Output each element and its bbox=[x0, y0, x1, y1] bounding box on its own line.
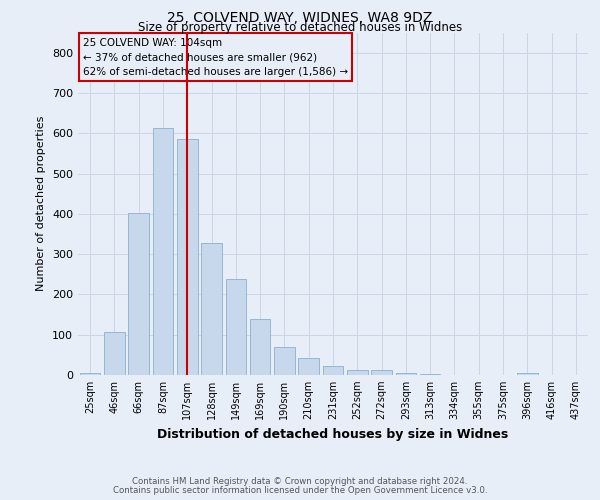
Bar bbox=[420, 374, 440, 375]
Bar bbox=[201, 243, 222, 375]
Bar bbox=[371, 370, 392, 375]
Bar bbox=[177, 140, 197, 375]
Bar bbox=[104, 332, 125, 375]
Text: 25, COLVEND WAY, WIDNES, WA8 9DZ: 25, COLVEND WAY, WIDNES, WA8 9DZ bbox=[167, 11, 433, 25]
Bar bbox=[274, 347, 295, 375]
Bar bbox=[298, 358, 319, 375]
X-axis label: Distribution of detached houses by size in Widnes: Distribution of detached houses by size … bbox=[157, 428, 509, 440]
Bar bbox=[152, 128, 173, 375]
Text: 25 COLVEND WAY: 104sqm
← 37% of detached houses are smaller (962)
62% of semi-de: 25 COLVEND WAY: 104sqm ← 37% of detached… bbox=[83, 38, 348, 77]
Y-axis label: Number of detached properties: Number of detached properties bbox=[37, 116, 46, 292]
Text: Contains HM Land Registry data © Crown copyright and database right 2024.: Contains HM Land Registry data © Crown c… bbox=[132, 477, 468, 486]
Bar bbox=[323, 366, 343, 375]
Bar bbox=[347, 370, 368, 375]
Bar bbox=[250, 320, 271, 375]
Bar bbox=[517, 372, 538, 375]
Text: Contains public sector information licensed under the Open Government Licence v3: Contains public sector information licen… bbox=[113, 486, 487, 495]
Bar bbox=[80, 373, 100, 375]
Bar bbox=[226, 279, 246, 375]
Text: Size of property relative to detached houses in Widnes: Size of property relative to detached ho… bbox=[138, 22, 462, 35]
Bar bbox=[128, 212, 149, 375]
Bar bbox=[395, 373, 416, 375]
